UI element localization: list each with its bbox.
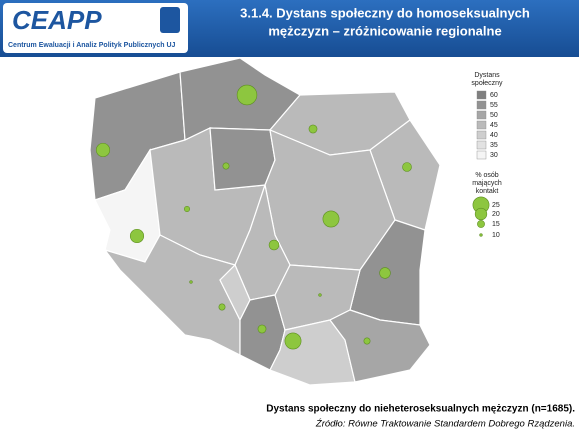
legend-label: 35 xyxy=(490,142,498,149)
logo-crest xyxy=(160,7,180,33)
legend-title: kontakt xyxy=(476,188,499,195)
caption: Dystans społeczny do nieheteroseksualnyc… xyxy=(266,404,575,415)
legend-label: 40 xyxy=(490,132,498,139)
legend-title: Dystans xyxy=(474,72,500,79)
legend-swatch xyxy=(476,150,487,160)
legend-label: 25 xyxy=(492,202,500,209)
logo: CEAPP xyxy=(12,5,102,35)
legend-label: 45 xyxy=(490,122,498,129)
legend-title: społeczny xyxy=(471,80,503,87)
legend-title: mających xyxy=(472,180,502,187)
source: Źródło: Równe Traktowanie Standardem Dob… xyxy=(315,419,575,430)
legend-label: 50 xyxy=(490,112,498,119)
contact-circle xyxy=(284,332,302,350)
legend: Dystans społeczny % osób mających kontak… xyxy=(471,72,503,239)
contact-circle xyxy=(402,162,412,172)
legend-label: 15 xyxy=(492,221,500,228)
title: 3.1.4. Dystans społeczny do homoseksualn… xyxy=(240,5,530,20)
contact-circle xyxy=(218,303,226,311)
contact-circle xyxy=(322,210,340,228)
contact-circle xyxy=(129,228,145,244)
title: mężczyzn – zróżnicowanie regionalne xyxy=(268,23,501,38)
contact-circle xyxy=(257,324,267,334)
legend-swatch xyxy=(476,140,487,150)
logo-box xyxy=(3,3,188,53)
legend-circle xyxy=(479,233,483,237)
legend-label: 30 xyxy=(490,152,498,159)
legend-label: 20 xyxy=(492,211,500,218)
contact-circle xyxy=(236,84,258,106)
legend-swatch xyxy=(476,130,487,140)
contact-circle xyxy=(95,142,111,158)
legend-label: 60 xyxy=(490,92,498,99)
legend-title: % osób xyxy=(475,172,498,179)
legend-label: 10 xyxy=(492,232,500,239)
legend-circle xyxy=(474,207,488,221)
logo-subtitle: Centrum Ewaluacji i Analiz Polityk Publi… xyxy=(8,42,175,49)
contact-circle xyxy=(308,124,318,134)
contact-circle xyxy=(379,267,391,279)
contact-circle xyxy=(222,162,230,170)
legend-swatch xyxy=(476,100,487,110)
contact-circle xyxy=(184,206,191,213)
contact-circle xyxy=(363,337,371,345)
legend-label: 55 xyxy=(490,102,498,109)
legend-swatch xyxy=(476,90,487,100)
region xyxy=(329,309,431,383)
region xyxy=(209,127,276,191)
map xyxy=(89,57,441,386)
contact-circle xyxy=(318,293,322,297)
legend-swatch xyxy=(476,120,487,130)
contact-circle xyxy=(189,280,193,284)
contact-circle xyxy=(268,239,280,251)
legend-swatch xyxy=(476,110,487,120)
legend-circle xyxy=(477,220,485,228)
